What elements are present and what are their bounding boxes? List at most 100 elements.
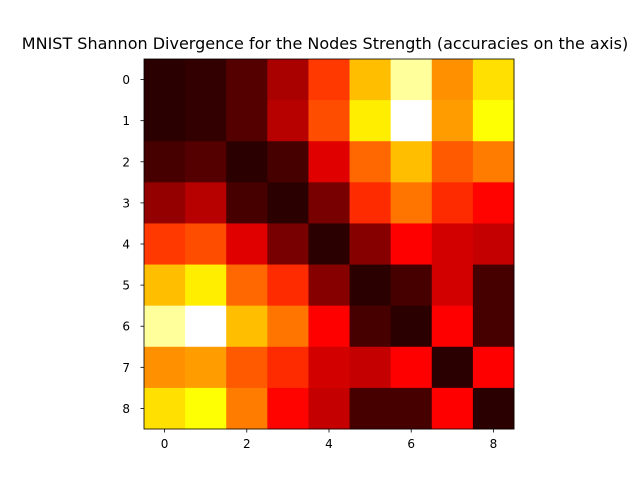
heatmap-cell-0-5 [349, 59, 392, 101]
heatmap-cell-7-0 [144, 346, 186, 389]
heatmap-cell-6-5 [349, 305, 392, 348]
x-axis: 0 2 4 6 8 [161, 429, 498, 451]
heatmap-cell-1-7 [431, 100, 474, 142]
heatmap-cell-8-8 [472, 387, 515, 430]
heatmap-cell-3-8 [472, 182, 515, 224]
heatmap-cell-3-0 [144, 182, 186, 224]
x-tick-label-0: 0 [161, 437, 169, 451]
heatmap-cell-4-2 [226, 223, 268, 265]
heatmap-cell-2-7 [431, 141, 474, 183]
heatmap-cell-2-4 [308, 141, 350, 183]
heatmap-cell-6-8 [472, 305, 515, 348]
heatmap-cell-2-6 [390, 141, 433, 183]
heatmap-cell-4-7 [431, 223, 474, 265]
heatmap-cell-1-2 [226, 100, 268, 142]
heatmap-cell-8-7 [431, 387, 474, 430]
heatmap-cell-7-1 [185, 346, 227, 389]
heatmap-cell-1-6 [390, 100, 433, 142]
heatmap-cell-0-0 [144, 59, 186, 101]
heatmap-cell-1-4 [308, 100, 350, 142]
heatmap-cell-8-4 [308, 387, 350, 430]
heatmap-cell-2-8 [472, 141, 515, 183]
heatmap-cell-6-3 [267, 305, 309, 348]
heatmap-cell-8-1 [185, 387, 227, 430]
heatmap-cell-4-0 [144, 223, 186, 265]
heatmap-cell-8-0 [144, 387, 186, 430]
x-tick-label-4: 4 [325, 437, 333, 451]
heatmap-cell-0-6 [390, 59, 433, 101]
heatmap-cell-2-2 [226, 141, 268, 183]
heatmap-cell-7-5 [349, 346, 392, 389]
heatmap-cell-3-3 [267, 182, 309, 224]
heatmap-cell-0-4 [308, 59, 350, 101]
heatmap-cell-1-5 [349, 100, 392, 142]
x-tick-label-2: 2 [243, 437, 251, 451]
heatmap-cell-6-1 [185, 305, 227, 348]
heatmap-cell-5-6 [390, 264, 433, 307]
heatmap-cell-6-6 [390, 305, 433, 348]
y-tick-label-4: 4 [122, 238, 130, 252]
heatmap-cell-7-2 [226, 346, 268, 389]
heatmap-cell-4-5 [349, 223, 392, 265]
y-axis: 0 1 2 3 4 5 6 7 8 [122, 73, 144, 416]
heatmap-cell-5-3 [267, 264, 309, 307]
y-tick-label-8: 8 [122, 402, 130, 416]
heatmap-cell-1-0 [144, 100, 186, 142]
heatmap-cell-7-7 [431, 346, 474, 389]
heatmap-cell-7-3 [267, 346, 309, 389]
y-tick-label-5: 5 [122, 279, 130, 293]
heatmap-cell-5-7 [431, 264, 474, 307]
heatmap-cell-3-1 [185, 182, 227, 224]
heatmap-cell-5-0 [144, 264, 186, 307]
heatmap-cell-1-3 [267, 100, 309, 142]
heatmap-cell-3-5 [349, 182, 392, 224]
heatmap-cell-0-3 [267, 59, 309, 101]
heatmap-cell-4-6 [390, 223, 433, 265]
heatmap-cell-5-8 [472, 264, 515, 307]
heatmap-cell-0-7 [431, 59, 474, 101]
x-tick-label-8: 8 [490, 437, 498, 451]
heatmap-cell-3-2 [226, 182, 268, 224]
heatmap-cell-1-1 [185, 100, 227, 142]
heatmap-cell-7-6 [390, 346, 433, 389]
y-tick-label-3: 3 [122, 196, 130, 210]
heatmap-cell-3-6 [390, 182, 433, 224]
heatmap-cell-8-2 [226, 387, 268, 430]
heatmap-cell-5-2 [226, 264, 268, 307]
heatmap-cell-3-7 [431, 182, 474, 224]
heatmap-cell-1-8 [472, 100, 515, 142]
heatmap-cells [144, 59, 515, 430]
heatmap-cell-2-0 [144, 141, 186, 183]
heatmap-cell-5-4 [308, 264, 350, 307]
heatmap-cell-0-8 [472, 59, 515, 101]
heatmap-cell-2-3 [267, 141, 309, 183]
chart-title: MNIST Shannon Divergence for the Nodes S… [22, 34, 628, 53]
heatmap-cell-7-8 [472, 346, 515, 389]
x-tick-label-6: 6 [407, 437, 415, 451]
heatmap-cell-4-4 [308, 223, 350, 265]
heatmap-cell-6-7 [431, 305, 474, 348]
y-tick-label-7: 7 [122, 361, 130, 375]
heatmap-cell-8-5 [349, 387, 392, 430]
heatmap-cell-0-1 [185, 59, 227, 101]
y-tick-label-1: 1 [122, 114, 130, 128]
heatmap-cell-4-8 [472, 223, 515, 265]
y-tick-label-2: 2 [122, 155, 130, 169]
heatmap-cell-2-5 [349, 141, 392, 183]
heatmap-cell-5-5 [349, 264, 392, 307]
heatmap-cell-4-1 [185, 223, 227, 265]
heatmap-cell-6-2 [226, 305, 268, 348]
heatmap-cell-2-1 [185, 141, 227, 183]
heatmap-cell-6-4 [308, 305, 350, 348]
heatmap-cell-0-2 [226, 59, 268, 101]
heatmap-cell-7-4 [308, 346, 350, 389]
heatmap-cell-5-1 [185, 264, 227, 307]
heatmap-cell-3-4 [308, 182, 350, 224]
y-tick-label-6: 6 [122, 320, 130, 334]
heatmap-cell-4-3 [267, 223, 309, 265]
heatmap-cell-8-6 [390, 387, 433, 430]
plot-frame [143, 58, 515, 430]
heatmap-cell-6-0 [144, 305, 186, 348]
heatmap-cell-8-3 [267, 387, 309, 430]
